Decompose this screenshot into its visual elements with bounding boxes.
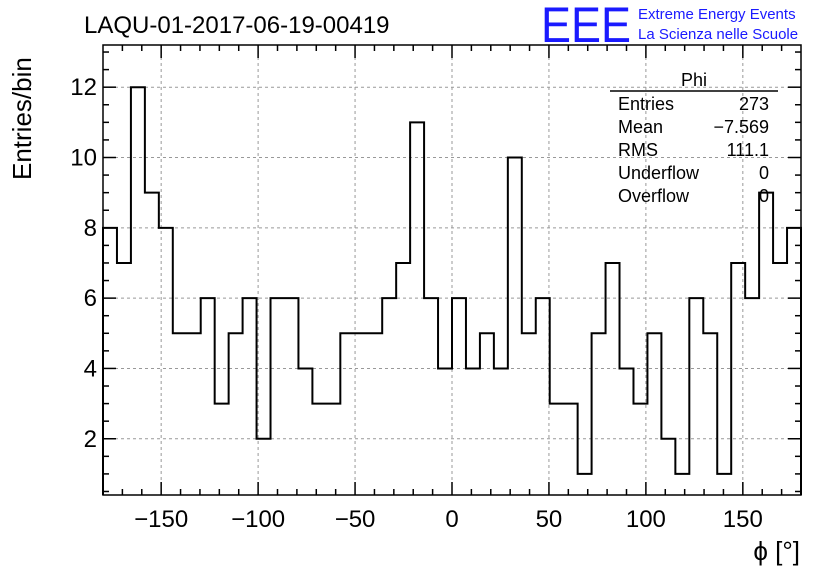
stats-row-value: 0 <box>759 163 769 183</box>
x-tick-label: 100 <box>626 506 666 533</box>
stats-row-label: Mean <box>618 117 663 137</box>
y-tick-label: 4 <box>84 355 97 382</box>
axis-tick-labels: −150 −100 −50 0 50 100 150 2 4 6 8 10 12 <box>70 74 763 533</box>
y-tick-label: 2 <box>84 426 97 453</box>
stats-row-value: 0 <box>759 186 769 206</box>
stats-row-value: 273 <box>739 94 769 114</box>
stats-row-value: 111.1 <box>727 140 769 160</box>
y-tick-label: 8 <box>84 215 97 242</box>
logo-line2: La Scienza nelle Scuole <box>638 26 798 43</box>
y-tick-label: 12 <box>70 74 97 101</box>
x-tick-label: 50 <box>536 506 563 533</box>
stats-row-label: Underflow <box>618 163 700 183</box>
y-tick-label: 10 <box>70 145 97 172</box>
x-axis-label: ϕ [°] <box>753 536 800 566</box>
x-tick-label: −50 <box>335 506 376 533</box>
stats-row-value: −7.569 <box>713 117 769 137</box>
histogram-line <box>102 86 802 495</box>
x-tick-label: −150 <box>134 506 188 533</box>
stats-box: Phi Entries 273 Mean −7.569 RMS 111.1 Underflo… <box>610 70 778 206</box>
stats-row-label: Entries <box>618 94 674 114</box>
x-tick-label: 150 <box>723 506 763 533</box>
stats-rows: Entries 273 Mean −7.569 RMS 111.1 Underflow 0 Ov… <box>618 94 769 206</box>
chart-title: LAQU-01-2017-06-19-00419 <box>84 12 390 39</box>
x-tick-label: 0 <box>445 506 458 533</box>
grid <box>103 45 801 495</box>
stats-box-title: Phi <box>681 70 707 90</box>
x-tick-label: −100 <box>231 506 285 533</box>
y-axis-label: Entries/bin <box>7 57 37 180</box>
stats-row-label: RMS <box>618 140 658 160</box>
logo-mark: EEE <box>541 0 631 53</box>
y-tick-label: 6 <box>84 285 97 312</box>
axis-ticks <box>103 45 801 495</box>
logo-line1: Extreme Energy Events <box>638 6 796 23</box>
stats-row-label: Overflow <box>618 186 690 206</box>
